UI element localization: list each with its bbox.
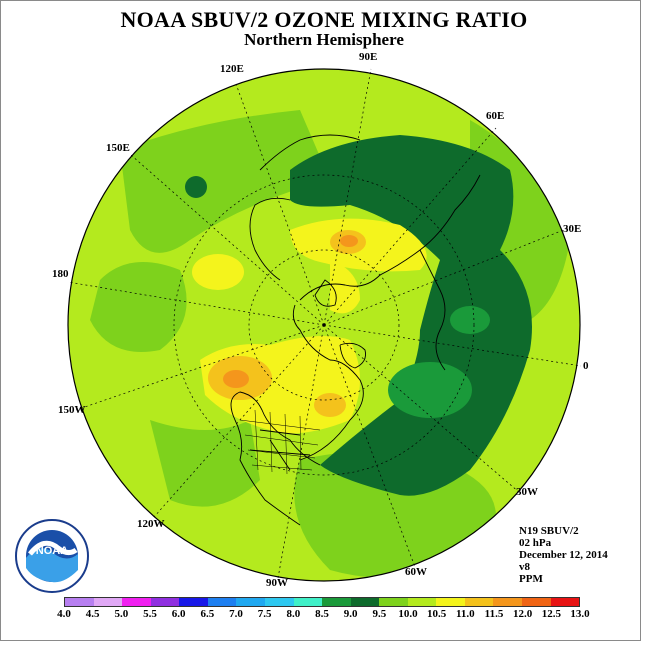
colorbar-tick-label: 11.0 bbox=[456, 608, 475, 620]
colorbar-swatch bbox=[236, 598, 265, 606]
lon-label-30e: 30E bbox=[563, 223, 582, 235]
noaa-logo-text: NOAA bbox=[36, 545, 68, 557]
colorbar-swatch bbox=[493, 598, 522, 606]
info-version: v8 bbox=[519, 561, 530, 573]
colorbar-tick-label: 8.5 bbox=[315, 608, 329, 620]
colorbar-tick-label: 11.5 bbox=[484, 608, 504, 620]
colorbar-swatch bbox=[379, 598, 408, 606]
colorbar-swatch bbox=[550, 598, 580, 606]
colorbar-swatch bbox=[464, 598, 494, 606]
colorbar-tick-label: 10.5 bbox=[427, 608, 447, 620]
colorbar-tick-label: 7.5 bbox=[257, 608, 272, 620]
colorbar-tick-label: 9.5 bbox=[372, 608, 387, 620]
field-10.5-pole bbox=[330, 260, 360, 314]
ozone-field bbox=[68, 69, 580, 581]
colorbar-swatch bbox=[65, 598, 94, 606]
field-11.0-canada bbox=[314, 393, 346, 417]
lon-label-150e: 150E bbox=[106, 142, 130, 154]
product-info: N19 SBUV/2 02 hPa December 12, 2014 v8 P… bbox=[519, 525, 608, 585]
field-9.5-band-north bbox=[120, 110, 330, 253]
colorbar-tick-label: 5.5 bbox=[143, 608, 157, 620]
colorbar-swatch bbox=[407, 598, 437, 606]
colorbar-swatch bbox=[264, 598, 294, 606]
lon-label-120e: 120E bbox=[220, 63, 244, 75]
field-8.5-pocket-europe bbox=[450, 306, 490, 334]
graticule bbox=[67, 68, 582, 579]
colorbar-tick-label: 12.0 bbox=[513, 608, 533, 620]
colorbar-swatch bbox=[322, 598, 351, 606]
colorbar-tick-label: 4.0 bbox=[57, 608, 71, 620]
colorbar-swatch bbox=[350, 598, 380, 606]
info-level: 02 hPa bbox=[519, 537, 552, 549]
info-satellite: N19 SBUV/2 bbox=[519, 525, 579, 537]
lon-label-0: 0 bbox=[583, 360, 589, 372]
colorbar-ticks: 4.0 4.5 5.0 5.5 6.0 6.5 7.0 7.5 8.0 8.5 9.0 9.5 10.0… bbox=[0, 608, 648, 622]
colorbar-swatch bbox=[293, 598, 323, 606]
field-9.5-band-west bbox=[90, 262, 187, 352]
colorbar-swatch bbox=[436, 598, 465, 606]
colorbar-tick-label: 8.0 bbox=[286, 608, 301, 620]
info-units: PPM bbox=[519, 573, 543, 585]
colorbar-tick-label: 6.5 bbox=[200, 608, 215, 620]
colorbar-tick-label: 5.0 bbox=[114, 608, 129, 620]
colorbar-swatch bbox=[522, 598, 551, 606]
map-boundary bbox=[67, 68, 581, 582]
plot-frame bbox=[0, 0, 641, 641]
colorbar-tick-label: 13.0 bbox=[570, 608, 590, 620]
field-9.0-ring bbox=[290, 135, 532, 496]
field-10.5-pacific bbox=[192, 254, 244, 290]
page-title: NOAA SBUV/2 OZONE MIXING RATIO bbox=[120, 7, 528, 32]
colorbar-swatch bbox=[207, 598, 237, 606]
colorbar-swatch bbox=[150, 598, 180, 606]
colorbar-swatch bbox=[122, 598, 151, 606]
coastlines bbox=[230, 134, 481, 526]
lon-label-60w: 60W bbox=[405, 566, 427, 578]
colorbar-tick-label: 12.5 bbox=[541, 608, 561, 620]
lon-label-60e: 60E bbox=[486, 110, 505, 122]
lon-label-30w: 30W bbox=[516, 486, 538, 498]
colorbar-swatch bbox=[93, 598, 123, 606]
lon-label-90w: 90W bbox=[266, 577, 288, 589]
lon-label-150w: 150W bbox=[58, 404, 86, 416]
page-subtitle: Northern Hemisphere bbox=[244, 30, 404, 49]
field-9.0-spot-pacific bbox=[185, 176, 207, 198]
colorbar-tick-label: 10.0 bbox=[398, 608, 418, 620]
field-8.5-pocket-atlantic bbox=[388, 362, 472, 418]
field-9.5-band-southwest bbox=[150, 420, 260, 507]
colorbar-swatch bbox=[179, 598, 208, 606]
info-date: December 12, 2014 bbox=[519, 549, 608, 561]
lon-label-180: 180 bbox=[52, 268, 69, 280]
colorbar-tick-label: 4.5 bbox=[85, 608, 100, 620]
noaa-logo: NOAA bbox=[15, 519, 89, 593]
colorbar-tick-label: 7.0 bbox=[229, 608, 243, 620]
colorbar-tick-label: 9.0 bbox=[343, 608, 358, 620]
lon-label-90e: 90E bbox=[359, 51, 378, 63]
field-11.5-alaska bbox=[223, 370, 249, 388]
colorbar bbox=[64, 597, 580, 607]
colorbar-tick-label: 6.0 bbox=[171, 608, 186, 620]
lon-label-120w: 120W bbox=[137, 518, 165, 530]
political-boundaries bbox=[239, 409, 321, 475]
field-11.5-siberia bbox=[340, 235, 358, 247]
